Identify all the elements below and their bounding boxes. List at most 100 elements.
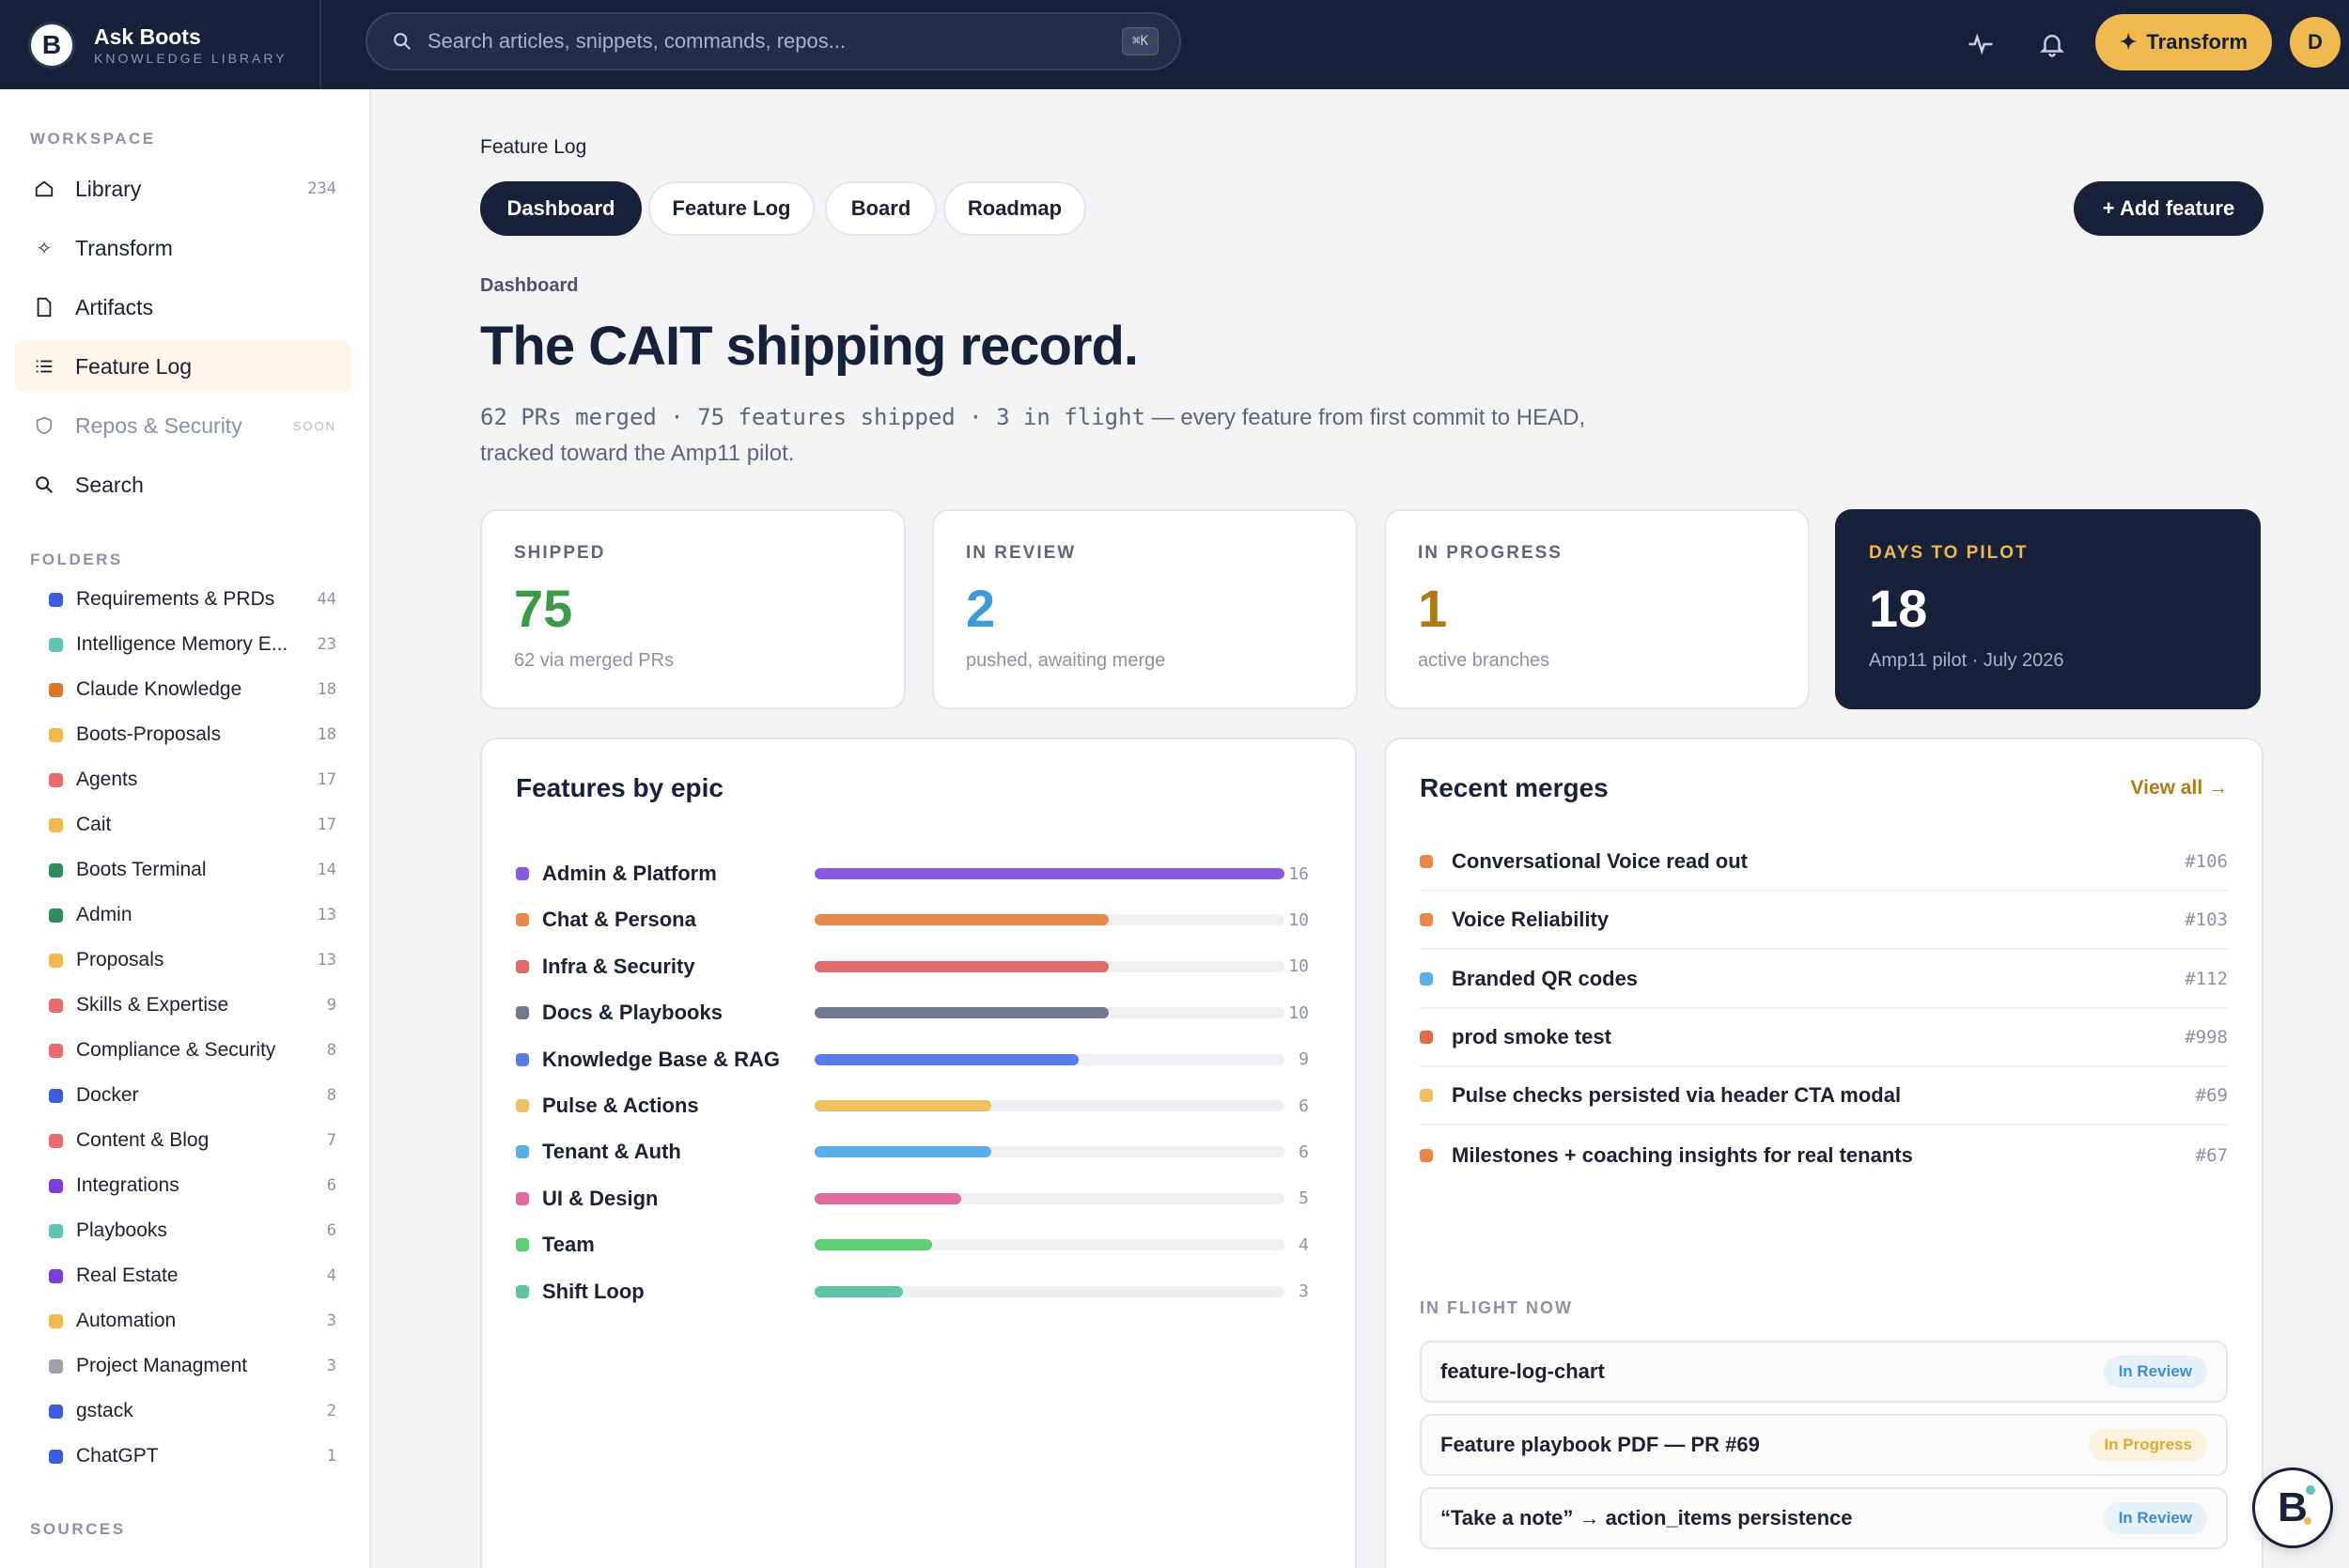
search-bar[interactable]: ⌘K [366,12,1181,70]
folder-label: Boots Terminal [76,859,207,880]
epic-color-dot [516,1284,529,1298]
add-feature-button[interactable]: + Add feature [2074,181,2263,236]
folder-item[interactable]: Agents 17 [15,758,351,801]
folder-item[interactable]: Real Estate 4 [15,1254,351,1297]
status-badge: In Review [2103,1356,2207,1388]
merge-label: Branded QR codes [1452,966,1639,990]
merge-row[interactable]: Voice Reliability #103 [1420,892,2228,951]
folder-item[interactable]: Compliance & Security 8 [15,1029,351,1072]
sidebar-item-search[interactable]: Search [15,458,351,511]
tab-board[interactable]: Board [825,181,937,236]
folder-item[interactable]: Claude Knowledge 18 [15,668,351,711]
folder-color-dot [49,637,63,652]
merge-row[interactable]: prod smoke test #998 [1420,1009,2228,1067]
in-flight-label: feature-log-chart [1440,1359,1605,1383]
sidebar-item-feature-log[interactable]: Feature Log [15,340,351,393]
epic-bar [815,1146,991,1158]
in-flight-label: Feature playbook PDF — PR #69 [1440,1433,1760,1456]
folder-count: 13 [317,906,336,924]
folder-item[interactable]: Requirements & PRDs 44 [15,578,351,621]
epic-bar [815,914,1109,926]
epic-bar-track [815,1192,1284,1204]
folder-label: ChatGPT [76,1445,159,1467]
folder-item[interactable]: Playbooks 6 [15,1209,351,1252]
in-flight-item[interactable]: feature-log-chart In Review [1420,1341,2228,1403]
folder-label: Boots-Proposals [76,723,222,745]
folder-item[interactable]: Skills & Expertise 9 [15,984,351,1027]
folder-item[interactable]: gstack 2 [15,1389,351,1433]
folder-count: 1 [326,1447,336,1466]
brand[interactable]: B Ask Boots KNOWLEDGE LIBRARY [0,0,321,89]
folder-item[interactable]: Admin 13 [15,893,351,937]
sidebar-item-library[interactable]: Library 234 [15,163,351,215]
section-kicker: Dashboard [480,275,579,296]
merge-pr-number: #112 [2185,968,2228,989]
folder-count: 6 [326,1176,336,1195]
folder-item[interactable]: Boots Terminal 14 [15,848,351,892]
epic-bar-track [815,960,1284,972]
merge-pr-number: #103 [2185,909,2228,931]
merge-row[interactable]: Milestones + coaching insights for real … [1420,1126,2228,1185]
merge-row[interactable]: Conversational Voice read out #106 [1420,833,2228,892]
in-flight-item[interactable]: “Take a note” → action_items persistence… [1420,1487,2228,1549]
epic-count: 5 [1299,1188,1309,1209]
epic-bar [815,960,1109,972]
epic-bar-track [815,868,1284,879]
folder-count: 13 [317,951,336,970]
in-flight-item[interactable]: Feature playbook PDF — PR #69 In Progress [1420,1414,2228,1476]
folder-item[interactable]: Docker 8 [15,1074,351,1117]
merge-row[interactable]: Branded QR codes #112 [1420,951,2228,1009]
sidebar-item-artifacts[interactable]: Artifacts [15,281,351,334]
view-all-link[interactable]: View all → [2130,777,2229,799]
folder-item[interactable]: Project Managment 3 [15,1344,351,1388]
folder-count: 3 [326,1312,336,1330]
folder-color-dot [49,1358,63,1374]
home-icon [32,177,56,201]
folder-item[interactable]: Integrations 6 [15,1164,351,1207]
folder-item[interactable]: Content & Blog 7 [15,1119,351,1162]
epic-color-dot [516,913,529,927]
folder-count: 7 [326,1131,336,1150]
folder-count: 4 [326,1266,336,1285]
sidebar-item-repos-security: Repos & Security SOON [15,399,351,452]
folder-item[interactable]: Boots-Proposals 18 [15,713,351,756]
epic-bar [815,1285,903,1297]
bell-icon[interactable] [2033,25,2071,63]
epic-row: Knowledge Base & RAG 9 [516,1041,1343,1079]
folder-count: 9 [326,996,336,1015]
sparkle-icon: ✦ [2119,30,2138,54]
folder-count: 8 [326,1041,336,1060]
epic-bar [815,1100,991,1111]
folder-item[interactable]: ChatGPT 1 [15,1435,351,1478]
features-by-epic-card: Features by epic Admin & Platform 16 Chat … [480,737,1357,1568]
tab-dashboard[interactable]: Dashboard [480,181,642,236]
folder-label: gstack [76,1400,133,1421]
epic-row: Team 4 [516,1226,1343,1264]
epic-label: UI & Design [542,1186,659,1210]
epic-label: Admin & Platform [542,862,717,885]
folder-label: Proposals [76,949,164,970]
folder-label: Content & Blog [76,1129,210,1151]
activity-icon[interactable] [1962,25,1999,63]
epic-count: 10 [1288,956,1309,977]
search-input[interactable] [428,29,1104,54]
tab-feature-log[interactable]: Feature Log [648,181,815,236]
folder-item[interactable]: Cait 17 [15,803,351,846]
avatar[interactable]: D [2287,14,2343,70]
folder-label: Docker [76,1084,139,1106]
folder-item[interactable]: Automation 3 [15,1299,351,1343]
sidebar-item-transform[interactable]: ✧ Transform [15,222,351,274]
folder-color-dot [49,592,63,607]
tab-roadmap[interactable]: Roadmap [943,181,1086,236]
assistant-fab[interactable]: B [2252,1467,2333,1548]
epic-label: Infra & Security [542,954,695,978]
merge-row[interactable]: Pulse checks persisted via header CTA mo… [1420,1067,2228,1126]
folder-item[interactable]: Intelligence Memory E... 23 [15,623,351,666]
merge-color-dot [1420,971,1433,986]
epic-bar [815,868,1284,879]
folder-item[interactable]: Proposals 13 [15,939,351,982]
epic-count: 16 [1288,863,1309,884]
in-flight-label: IN FLIGHT NOW [1420,1298,1573,1317]
transform-button[interactable]: ✦ Transform [2095,14,2272,70]
folder-color-dot [49,1088,63,1103]
